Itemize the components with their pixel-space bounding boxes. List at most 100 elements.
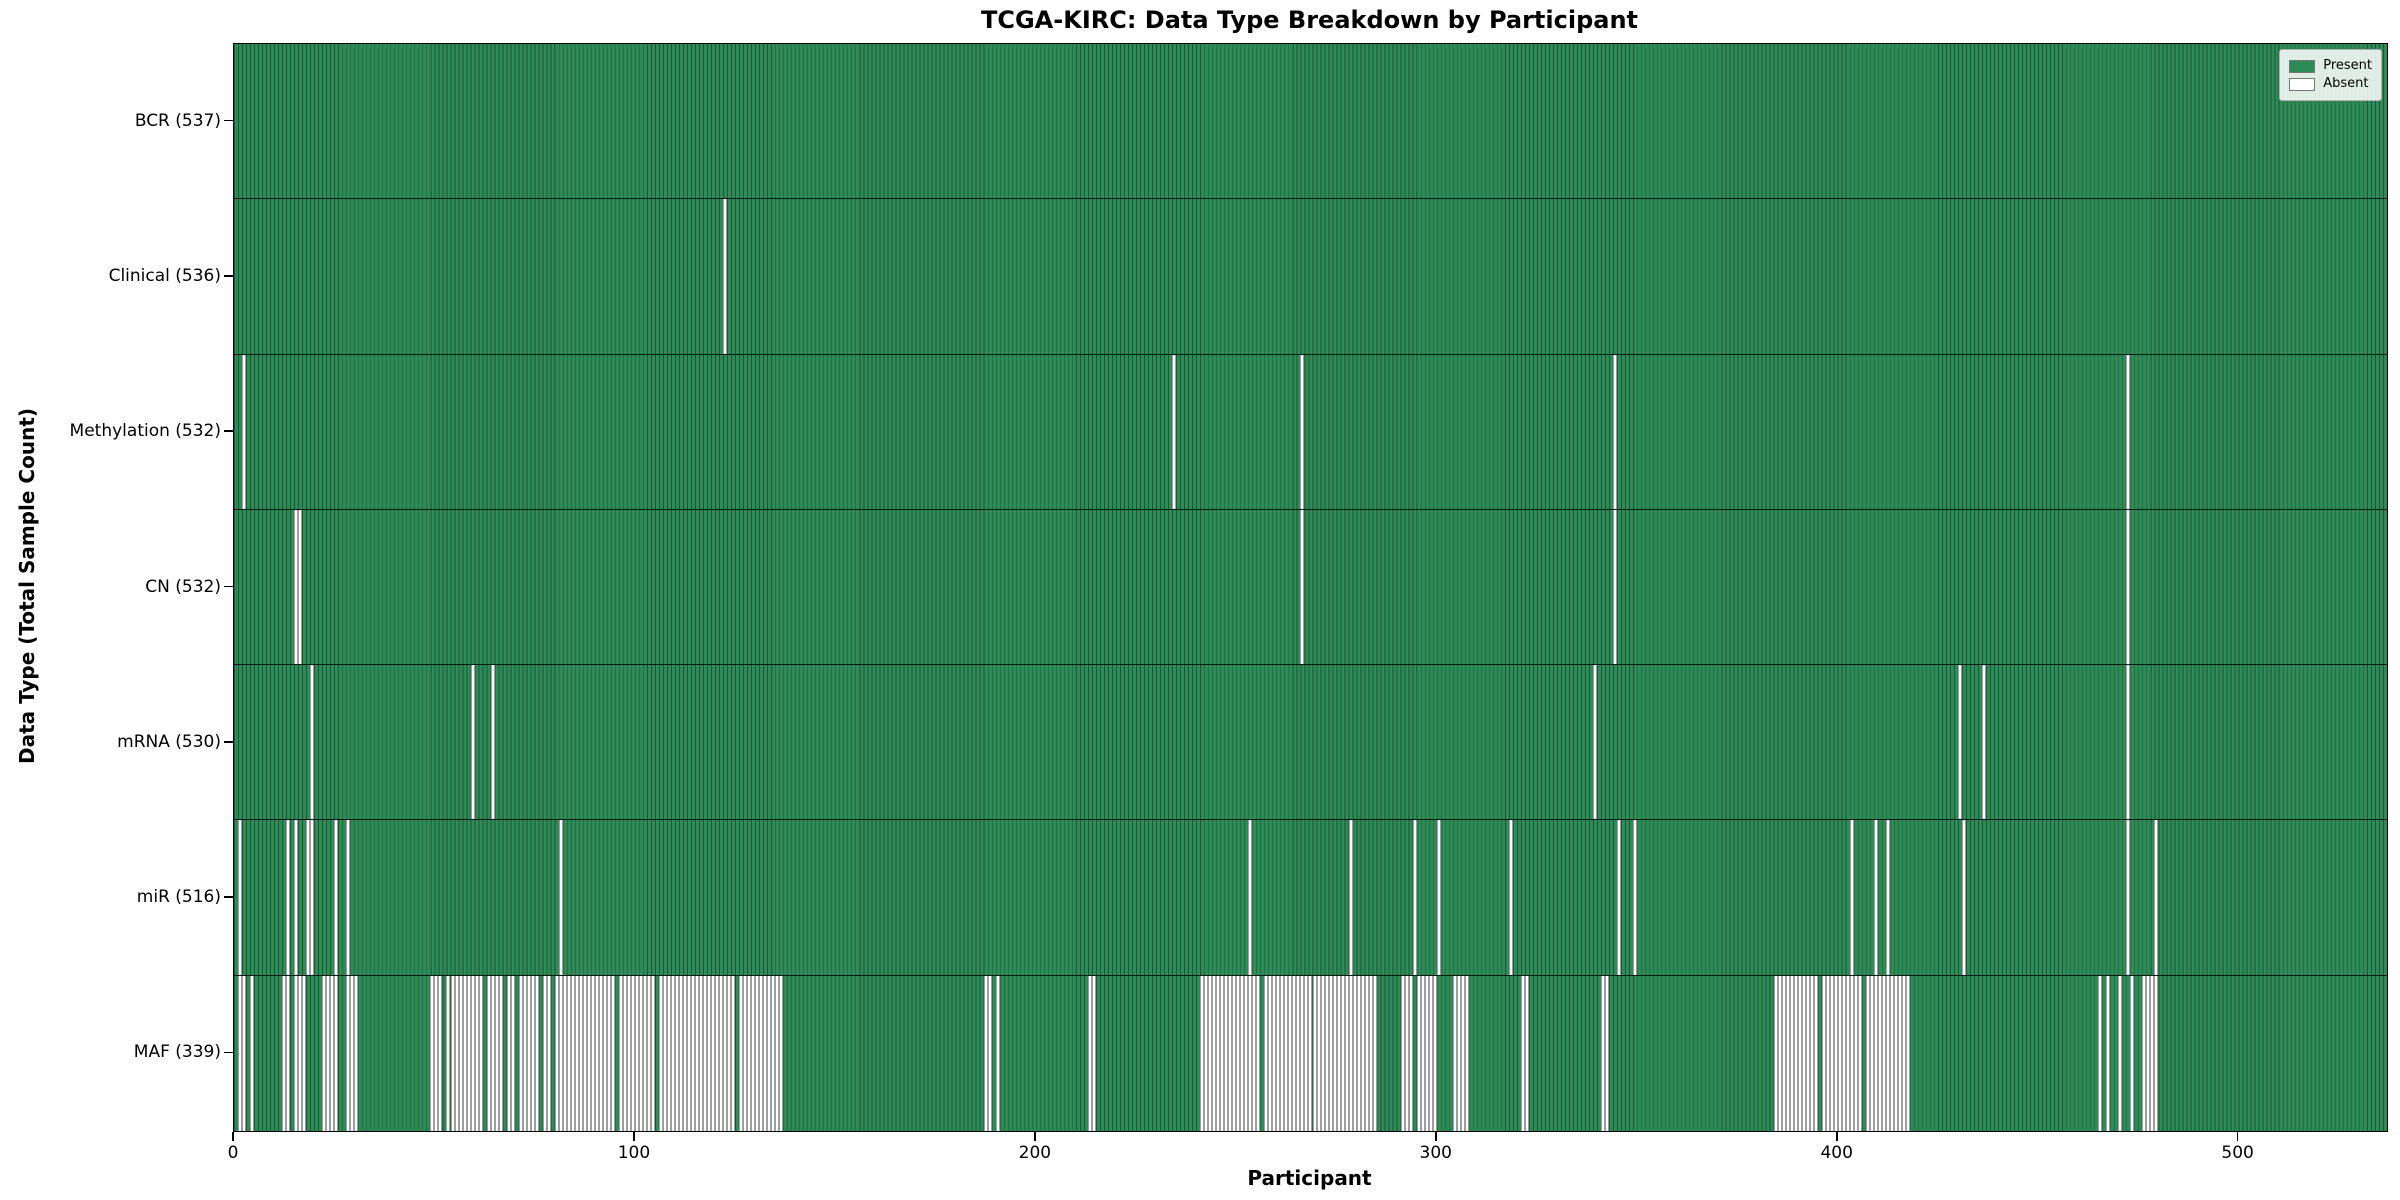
absent-stripe xyxy=(1412,820,1417,975)
absent-stripe xyxy=(747,975,752,1131)
absent-stripe xyxy=(1428,975,1433,1131)
absent-stripe xyxy=(1280,975,1285,1131)
absent-stripe xyxy=(458,975,463,1131)
absent-stripe xyxy=(711,975,716,1131)
absent-stripe xyxy=(1865,975,1870,1131)
absent-stripe xyxy=(430,975,435,1131)
absent-stripe xyxy=(530,975,535,1131)
absent-stripe xyxy=(298,975,303,1131)
absent-stripe xyxy=(1087,975,1092,1131)
absent-stripe xyxy=(1248,975,1253,1131)
absent-stripe xyxy=(294,509,299,665)
absent-stripe xyxy=(286,975,291,1131)
absent-stripe xyxy=(294,975,299,1131)
absent-stripe xyxy=(1801,975,1806,1131)
absent-stripe xyxy=(526,975,531,1131)
absent-stripe xyxy=(558,820,563,975)
y-tick-label: CN (532) xyxy=(145,576,221,597)
absent-stripe xyxy=(1348,975,1353,1131)
absent-stripe xyxy=(470,975,475,1131)
absent-stripe xyxy=(590,975,595,1131)
absent-stripe xyxy=(1821,975,1826,1131)
absent-stripe xyxy=(763,975,768,1131)
absent-stripe xyxy=(675,975,680,1131)
absent-stripe xyxy=(751,975,756,1131)
absent-stripe xyxy=(1885,975,1890,1131)
absent-stripe xyxy=(987,975,992,1131)
absent-stripe xyxy=(1328,975,1333,1131)
absent-stripe xyxy=(2126,509,2131,665)
absent-stripe xyxy=(2126,665,2131,820)
absent-stripe xyxy=(554,975,559,1131)
row-band-mir xyxy=(234,820,2387,976)
absent-stripe xyxy=(1244,975,1249,1131)
absent-stripe xyxy=(438,975,443,1131)
absent-stripe xyxy=(1324,975,1329,1131)
x-tick-mark xyxy=(633,1132,635,1141)
absent-stripe xyxy=(546,975,551,1131)
absent-stripe xyxy=(1304,975,1309,1131)
absent-stripe xyxy=(2154,975,2159,1131)
absent-stripe xyxy=(1813,975,1818,1131)
absent-stripe xyxy=(1256,975,1261,1131)
absent-stripe xyxy=(446,975,451,1131)
absent-stripe xyxy=(983,975,988,1131)
absent-stripe xyxy=(1524,975,1529,1131)
y-tick-label: Clinical (536) xyxy=(108,265,221,286)
absent-stripe xyxy=(490,975,495,1131)
absent-stripe xyxy=(562,975,567,1131)
absent-stripe xyxy=(518,975,523,1131)
x-tick-label: 100 xyxy=(617,1143,651,1163)
absent-stripe xyxy=(350,975,355,1131)
absent-stripe xyxy=(731,975,736,1131)
absent-stripe xyxy=(2126,820,2131,975)
absent-stripe xyxy=(1905,975,1910,1131)
absent-stripe xyxy=(1845,975,1850,1131)
absent-stripe xyxy=(767,975,772,1131)
absent-stripe xyxy=(1416,975,1421,1131)
absent-stripe xyxy=(466,975,471,1131)
absent-stripe xyxy=(1877,975,1882,1131)
absent-stripe xyxy=(642,975,647,1131)
absent-stripe xyxy=(683,975,688,1131)
absent-stripe xyxy=(1364,975,1369,1131)
absent-stripe xyxy=(1224,975,1229,1131)
absent-stripe xyxy=(1344,975,1349,1131)
absent-stripe xyxy=(1200,975,1205,1131)
x-axis-label: Participant xyxy=(1247,1166,1372,1190)
absent-stripe xyxy=(779,975,784,1131)
absent-stripe xyxy=(1464,975,1469,1131)
x-tick-label: 200 xyxy=(1018,1143,1052,1163)
absent-stripe xyxy=(454,975,459,1131)
absent-stripe xyxy=(542,975,547,1131)
absent-stripe xyxy=(1284,975,1289,1131)
absent-stripe xyxy=(1508,820,1513,975)
absent-stripe xyxy=(650,975,655,1131)
x-tick-label: 0 xyxy=(227,1143,239,1163)
absent-stripe xyxy=(1204,975,1209,1131)
absent-stripe xyxy=(1833,975,1838,1131)
absent-stripe xyxy=(610,975,615,1131)
absent-stripe xyxy=(638,975,643,1131)
row-band-methylation xyxy=(234,354,2387,510)
absent-stripe xyxy=(727,975,732,1131)
absent-stripe xyxy=(1268,975,1273,1131)
y-tick-mark xyxy=(224,430,233,432)
absent-stripe xyxy=(582,975,587,1131)
absent-stripe xyxy=(566,975,571,1131)
y-tick-mark xyxy=(224,740,233,743)
absent-stripe xyxy=(2150,975,2155,1131)
absent-stripe xyxy=(1520,975,1525,1131)
absent-stripe xyxy=(1893,975,1898,1131)
absent-stripe xyxy=(1228,975,1233,1131)
absent-stripe xyxy=(1360,975,1365,1131)
absent-stripe xyxy=(707,975,712,1131)
absent-stripe xyxy=(1889,975,1894,1131)
absent-stripe xyxy=(646,975,651,1131)
absent-stripe xyxy=(1805,975,1810,1131)
absent-stripe xyxy=(1958,665,1962,820)
absent-stripe xyxy=(490,665,495,820)
row-band-mrna xyxy=(234,665,2387,821)
y-tick-mark xyxy=(224,119,233,122)
